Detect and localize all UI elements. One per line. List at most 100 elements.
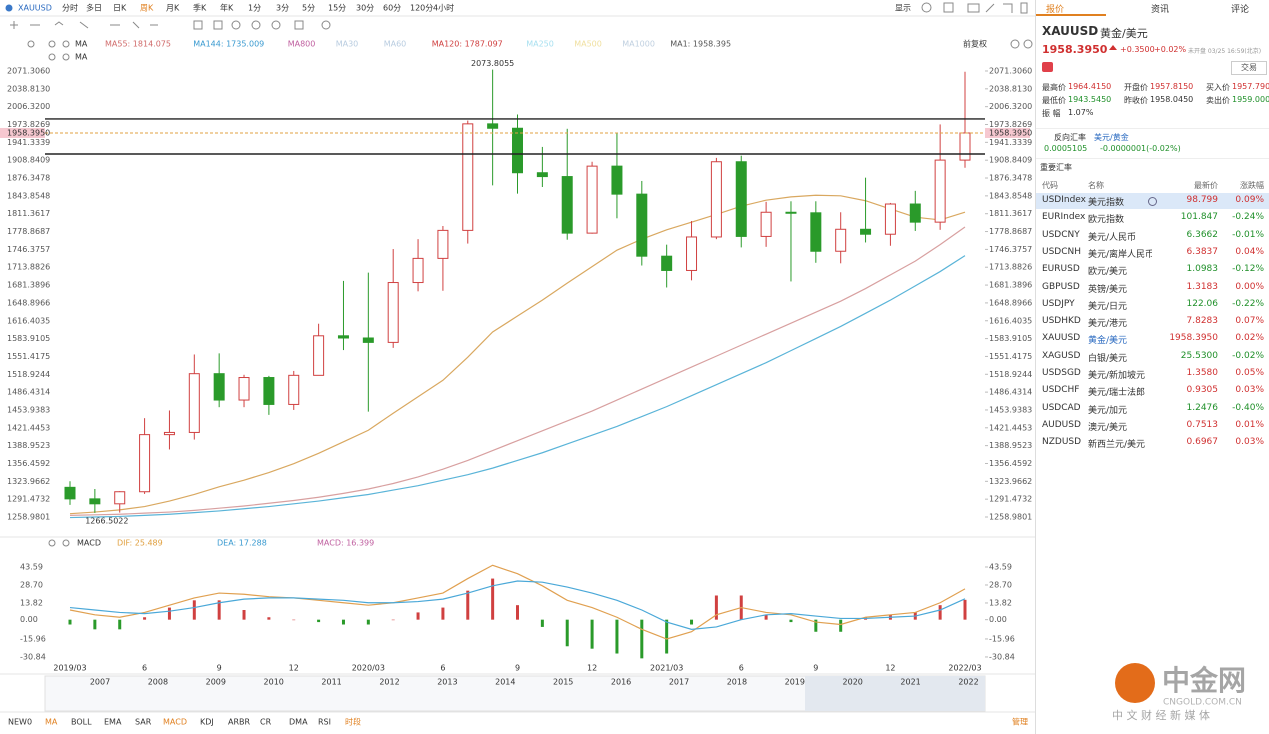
legend-item: MA55: 1814.075	[105, 40, 171, 49]
candle-body	[163, 431, 175, 436]
table-cell: 英镑/美元	[1088, 284, 1128, 295]
macd-bar	[192, 600, 196, 620]
indicator-tab[interactable]: KDJ	[200, 718, 214, 727]
period-tab[interactable]: 多日	[86, 3, 102, 13]
macd-bar	[864, 617, 868, 620]
table-header: 名称	[1088, 181, 1104, 190]
y-tick-label: 1713.8826	[989, 263, 1032, 272]
y-tick-label: 1551.4175	[989, 352, 1032, 361]
table-cell: USDJPY	[1042, 298, 1075, 309]
y-tick-label: 1908.8409	[989, 156, 1032, 165]
y-tick-label: 1746.3757	[989, 245, 1032, 254]
y-tick-label: 1778.8687	[7, 227, 50, 236]
table-cell: -0.40%	[1232, 402, 1264, 413]
adjust-button[interactable]: 前复权	[963, 39, 987, 49]
indicator-tab[interactable]: ARBR	[228, 718, 251, 727]
table-cell: -0.02%	[1232, 350, 1264, 361]
y-tick-label: 1941.3339	[989, 138, 1032, 147]
panel-tab[interactable]: 评论	[1231, 5, 1250, 15]
y-tick-label: 1811.3617	[989, 209, 1032, 218]
period-tab[interactable]: 日K	[113, 4, 127, 13]
stat-value: 1957.7900	[1232, 82, 1269, 91]
candle-body	[636, 193, 648, 257]
candle-body	[114, 491, 126, 505]
y-tick-label: 1486.4314	[7, 388, 50, 397]
symbol[interactable]: XAUUSD	[18, 4, 52, 13]
panel-tab[interactable]: 资讯	[1151, 5, 1170, 15]
indicator-tab[interactable]: DMA	[289, 718, 308, 727]
indicator-tab[interactable]: MACD	[163, 718, 187, 727]
period-tab[interactable]: 120分	[410, 4, 433, 13]
indicator-tab[interactable]: RSI	[318, 718, 331, 727]
table-cell: 0.7513	[1186, 419, 1219, 430]
y-tick-label: 1258.9801	[7, 513, 50, 522]
indicator-tab[interactable]: BOLL	[71, 718, 92, 727]
candle-body	[561, 176, 573, 234]
ma-line	[69, 255, 966, 519]
y-tick-label: 1843.8548	[989, 191, 1032, 200]
table-cell: USDCNH	[1042, 246, 1082, 257]
macd-bar	[714, 595, 718, 620]
trade-button[interactable]: 交易	[1231, 61, 1267, 75]
period-tab[interactable]: 分时	[62, 3, 78, 13]
candle-body	[462, 123, 474, 231]
macd-bar	[391, 619, 395, 621]
table-cell: 0.01%	[1235, 419, 1264, 430]
y-tick-label: 1876.3478	[7, 174, 50, 183]
y-tick-label: 1876.3478	[989, 174, 1032, 183]
indicator-tab[interactable]: CR	[260, 718, 272, 727]
table-title: 重要汇率	[1040, 163, 1072, 172]
macd-bar	[93, 619, 97, 630]
y-tick-label: 1778.8687	[989, 227, 1032, 236]
legend-item: MA30	[336, 40, 359, 49]
y-tick-label: 43.59	[989, 562, 1012, 571]
y-tick-label: 2071.3060	[989, 66, 1032, 75]
table-cell: USDIndex	[1042, 195, 1086, 205]
last-price-box	[985, 127, 1030, 138]
y-tick-label: 43.59	[20, 562, 43, 571]
period-tab[interactable]: 年K	[220, 3, 234, 13]
divider	[1036, 128, 1269, 129]
overview-year: 2008	[148, 678, 168, 687]
candle-body	[860, 228, 872, 235]
macd-bar	[764, 614, 768, 620]
display-button[interactable]: 显示	[895, 4, 911, 13]
candle-body	[487, 123, 499, 129]
table-cell: 美元/港元	[1088, 319, 1128, 330]
legend-item: MA500	[574, 40, 602, 49]
period-tab[interactable]: 周K	[140, 4, 154, 13]
quote-panel: 报价 资讯 评论 XAUUSD 黄金/美元 1958.3950 +0.3500 +0.02% 未…	[1035, 0, 1269, 734]
manage-button[interactable]: 管理	[1012, 717, 1028, 727]
overview-selection[interactable]	[805, 676, 985, 711]
table-cell: 美元/加元	[1088, 405, 1128, 416]
period-tab[interactable]: 15分	[328, 4, 346, 13]
y-tick-label: 0.00	[989, 615, 1007, 624]
period-tab[interactable]: 4小时	[433, 3, 454, 13]
period-tab[interactable]: 季K	[193, 3, 207, 13]
period-tab[interactable]: 1分	[248, 4, 261, 13]
period-tab[interactable]: 30分	[356, 4, 374, 13]
legend-item: MA800	[288, 40, 316, 49]
y-tick-label: 2071.3060	[7, 66, 50, 75]
overview-year: 2016	[611, 678, 631, 687]
macd-bar	[118, 619, 122, 630]
overview-year: 2012	[379, 678, 399, 687]
period-tab[interactable]: 5分	[302, 4, 315, 13]
indicator-tab[interactable]: NEW0	[8, 718, 32, 727]
legend-item: MACD: 16.399	[317, 539, 374, 548]
overview[interactable]	[44, 675, 986, 712]
y-tick-label: 1811.3617	[7, 209, 50, 218]
indicator-tab[interactable]: MA	[45, 718, 58, 727]
stat-label: 昨收价	[1124, 96, 1148, 105]
indicator-tab[interactable]: EMA	[104, 718, 122, 727]
period-tab[interactable]: 3分	[276, 4, 289, 13]
y-tick-label: 1323.9662	[989, 477, 1032, 486]
panel-tab[interactable]: 报价	[1046, 5, 1065, 15]
stat-label: 最低价	[1042, 96, 1066, 105]
indicator-name: MA	[75, 40, 88, 49]
period-tab[interactable]: 月K	[166, 4, 180, 13]
table-cell: 0.04%	[1235, 246, 1264, 257]
indicator-tab[interactable]: 时段	[345, 717, 361, 727]
indicator-tab[interactable]: SAR	[135, 718, 152, 727]
period-tab[interactable]: 60分	[383, 4, 401, 13]
